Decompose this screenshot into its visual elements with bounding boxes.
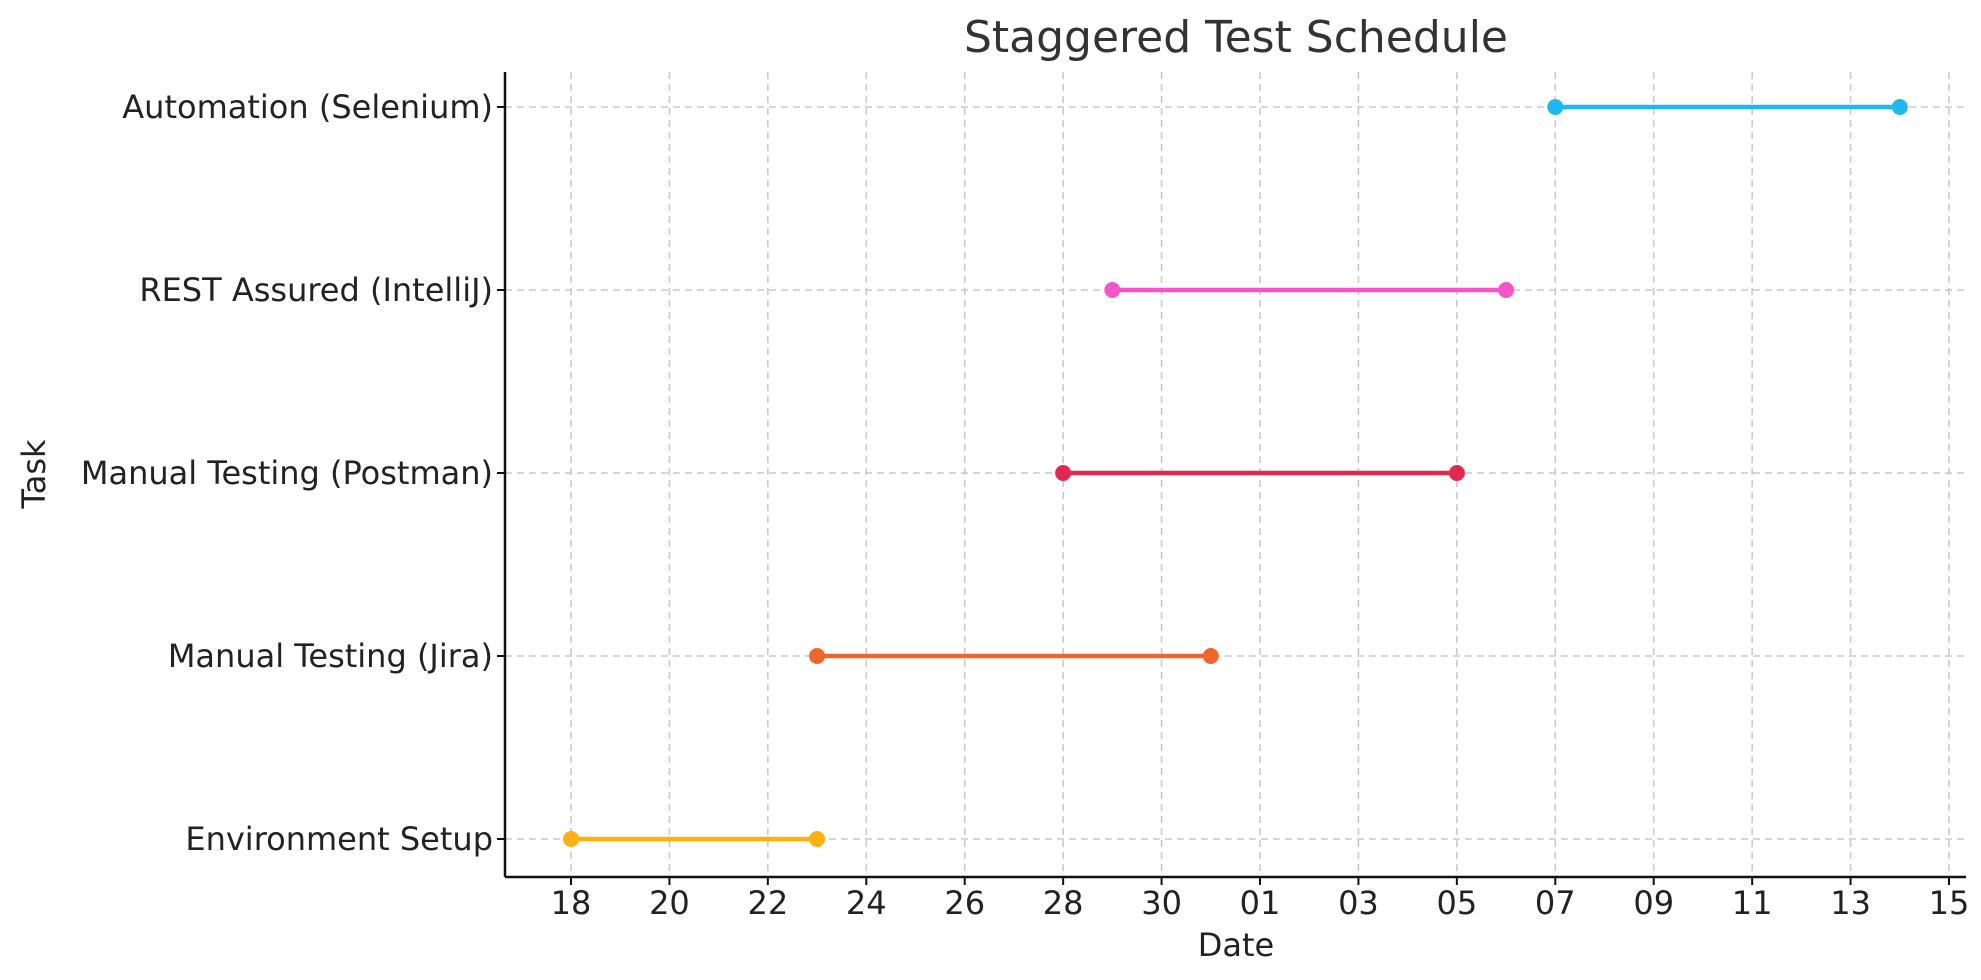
x-tick-label: 13 (1830, 884, 1871, 922)
task-bar (1104, 282, 1515, 298)
x-tick-label: 28 (1043, 884, 1084, 922)
task-end-point (1891, 99, 1908, 115)
task-start-point (563, 831, 579, 847)
x-tick-label: 15 (1929, 884, 1970, 922)
task-start-point (1055, 465, 1072, 481)
chart-title: Staggered Test Schedule (964, 12, 1508, 63)
x-tick-label: 18 (551, 884, 592, 922)
x-tick-label: 11 (1732, 884, 1773, 922)
task-start-point (1547, 99, 1564, 115)
task-bar (1055, 465, 1465, 481)
ticks-layer: 18 20 22 24 26 28 30 01 03 05 07 09 11 13 15 Environmen… (81, 88, 1969, 922)
x-tick-label: 20 (649, 884, 690, 922)
task-end-point (809, 831, 826, 847)
task-start-point (1104, 282, 1121, 298)
task-end-point (1448, 465, 1465, 481)
x-tick-label: 03 (1338, 884, 1379, 922)
task-bar (563, 831, 826, 847)
y-tick-label: Manual Testing (Jira) (168, 637, 493, 675)
x-tick-label: 07 (1535, 884, 1576, 922)
x-tick-label: 30 (1141, 884, 1182, 922)
y-tick-label: Environment Setup (185, 820, 493, 858)
y-axis-title: Task (15, 439, 53, 510)
marks-layer (563, 99, 1908, 847)
x-tick-label: 22 (747, 884, 788, 922)
task-start-point (809, 648, 826, 664)
x-tick-label: 09 (1633, 884, 1674, 922)
task-bar (809, 648, 1219, 664)
x-tick-label: 05 (1436, 884, 1477, 922)
x-tick-label: 24 (846, 884, 887, 922)
y-tick-label: Manual Testing (Postman) (81, 454, 493, 492)
y-tick-label: Automation (Selenium) (122, 88, 493, 126)
x-tick-label: 01 (1240, 884, 1281, 922)
axes-layer (503, 72, 1966, 879)
task-end-point (1202, 648, 1219, 664)
x-axis-title: Date (1198, 926, 1274, 964)
x-tick-label: 26 (944, 884, 985, 922)
task-end-point (1498, 282, 1515, 298)
y-tick-label: REST Assured (IntelliJ) (139, 271, 493, 309)
task-bar (1547, 99, 1908, 115)
